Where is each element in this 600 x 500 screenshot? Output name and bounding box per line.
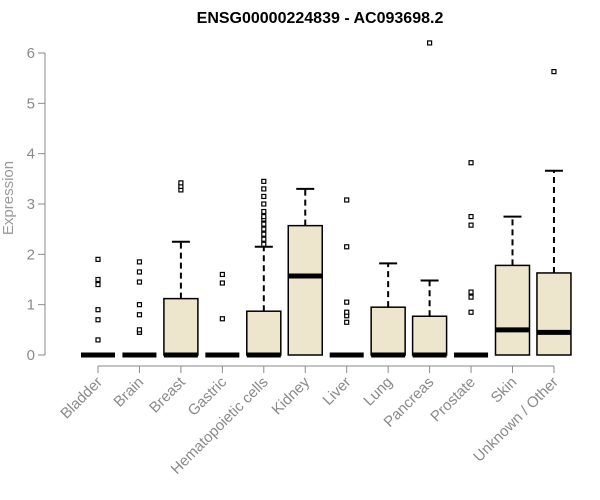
outlier-point [219,280,225,286]
box-body [246,310,282,356]
y-tick-label: 4 [27,146,35,163]
y-tick-label: 1 [27,297,35,314]
outlier-point [178,180,184,186]
outlier-point [261,193,267,200]
box-group [329,197,364,358]
outlier-point [136,279,143,285]
box-body [494,264,531,356]
y-tick-label: 6 [27,45,35,62]
box-group [287,187,323,356]
outlier-point [136,327,143,333]
x-tick-label: Brain [110,374,147,411]
box-body [287,224,323,356]
y-axis-label: Expression [0,161,17,235]
x-tick-label: Liver [320,374,355,409]
y-tick-label: 3 [27,196,35,213]
outlier-point [468,213,474,220]
outlier-point [136,269,143,275]
chart-title: ENSG00000224839 - AC093698.2 [197,10,444,27]
box-group [163,180,199,358]
box-group [494,215,531,356]
outlier-point [427,40,433,46]
outlier-point [95,337,101,343]
y-tick-label: 0 [27,347,35,364]
outlier-point [344,309,350,315]
x-tick-label: Lung [360,374,396,410]
y-tick-label: 5 [27,95,35,112]
outlier-point [95,276,101,283]
outlier-point [261,236,267,242]
box-group [370,262,406,358]
box-group [454,160,489,358]
outlier-point [261,226,267,232]
box-series [81,40,572,358]
outlier-point [261,178,267,184]
outlier-point [468,294,474,300]
outlier-point [136,312,143,318]
box-body [411,315,448,356]
outlier-point [468,289,474,295]
outlier-point [136,259,143,265]
outlier-point [261,208,267,215]
outlier-point [95,281,101,288]
outlier-point [468,222,474,228]
box-group [122,259,157,358]
box-group [536,69,572,356]
outlier-point [261,241,267,247]
box-body [163,297,199,356]
box-body [536,272,572,356]
x-tick-label: Bladder [57,374,106,423]
box-group [205,271,240,358]
outlier-point [136,302,143,308]
outlier-point [468,160,474,166]
outlier-point [344,319,350,325]
outlier-point [261,186,267,192]
x-tick-label: Breast [146,373,189,416]
y-axis: 0 1 2 3 4 5 6 [27,45,46,364]
x-tick-label: Skin [488,374,521,407]
box-group [81,256,115,358]
outlier-point [344,244,350,250]
box-group [246,178,282,358]
outlier-point [551,69,557,75]
outlier-point [95,307,101,313]
x-tick-label: Kidney [269,373,314,418]
y-tick-label: 2 [27,246,35,263]
outlier-point [261,213,267,220]
x-tick-label: Prostate [427,374,479,426]
box-body [370,306,406,356]
outlier-point [468,309,474,315]
outlier-point [219,316,225,322]
outlier-point [95,256,101,262]
outlier-point [261,221,267,227]
outlier-point [95,317,101,323]
box-group [411,40,448,358]
outlier-point [219,271,225,278]
outlier-point [261,201,267,207]
outlier-point [261,231,267,237]
outlier-point [344,197,350,203]
outlier-point [344,299,350,305]
